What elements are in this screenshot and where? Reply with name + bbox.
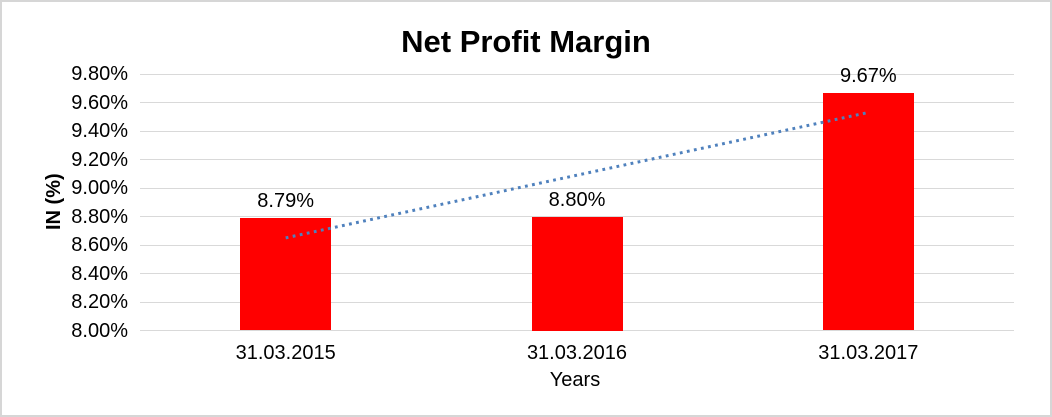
chart-title: Net Profit Margin bbox=[401, 24, 651, 59]
y-tick-label: 9.20% bbox=[71, 148, 128, 171]
y-tick-label: 9.80% bbox=[71, 63, 128, 85]
y-tick-label: 8.00% bbox=[71, 319, 128, 342]
bar bbox=[822, 92, 914, 331]
bar-value-label: 9.67% bbox=[839, 64, 897, 87]
y-tick-label: 8.60% bbox=[71, 234, 128, 256]
y-tick-label: 8.40% bbox=[71, 262, 128, 285]
category-label: 31.03.2017 bbox=[818, 342, 919, 364]
gridline bbox=[140, 187, 1014, 189]
bar-value-label: 8.80% bbox=[548, 188, 606, 211]
bar-value-label: 8.79% bbox=[257, 189, 315, 212]
bar bbox=[531, 216, 623, 331]
trendline bbox=[285, 111, 869, 240]
y-tick-label: 8.20% bbox=[71, 291, 128, 313]
x-axis-title: Years bbox=[549, 369, 601, 391]
bar bbox=[240, 217, 332, 331]
category-label: 31.03.2015 bbox=[235, 342, 336, 364]
gridline bbox=[140, 102, 1014, 103]
gridline bbox=[140, 330, 1014, 331]
gridline bbox=[140, 216, 1014, 217]
gridline bbox=[140, 159, 1014, 160]
gridline bbox=[140, 273, 1014, 274]
gridline bbox=[140, 73, 1014, 75]
gridline bbox=[140, 130, 1014, 132]
y-tick-label: 9.60% bbox=[71, 91, 128, 114]
y-tick-label: 9.40% bbox=[71, 120, 128, 142]
gridline bbox=[140, 244, 1014, 246]
gridline bbox=[140, 301, 1014, 303]
y-axis-title: IN (%) bbox=[43, 173, 65, 230]
category-label: 31.03.2016 bbox=[526, 342, 628, 364]
